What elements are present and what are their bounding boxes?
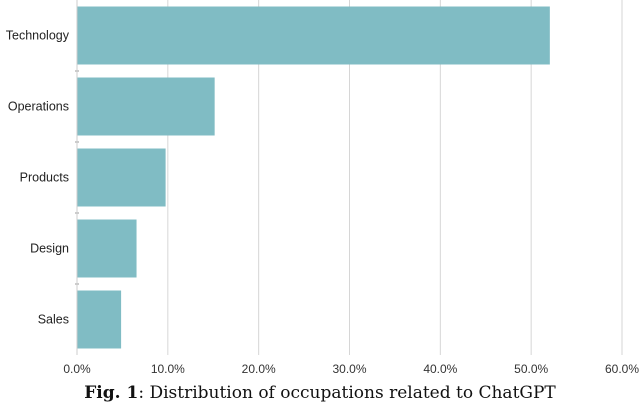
x-tick-label: 60.0% xyxy=(605,362,639,376)
category-labels: Technology Operations Products Design Sales xyxy=(6,29,70,327)
x-tick-label: 0.0% xyxy=(63,362,91,376)
figure-caption: Fig. 1: Distribution of occupations rela… xyxy=(0,383,640,404)
bar-operations xyxy=(77,77,215,136)
caption-text: : Distribution of occupations related to… xyxy=(138,383,556,403)
category-label-sales: Sales xyxy=(38,313,69,327)
category-label-technology: Technology xyxy=(6,29,70,43)
occupation-bar-chart: TechnologyOperationsProductsDesignSales … xyxy=(6,0,639,376)
x-tick-labels: 0.0% 10.0% 20.0% 30.0% 40.0% 50.0% 60.0% xyxy=(63,362,639,376)
x-tick-label: 20.0% xyxy=(242,362,276,376)
bars xyxy=(77,6,550,349)
x-tick-label: 40.0% xyxy=(423,362,457,376)
bar-technology xyxy=(77,6,550,65)
bar-sales xyxy=(77,290,122,349)
bar-design xyxy=(77,219,137,278)
category-label-design: Design xyxy=(30,242,69,256)
caption-lead: Fig. 1 xyxy=(84,383,139,403)
x-tick-label: 30.0% xyxy=(332,362,366,376)
x-tick-label: 50.0% xyxy=(514,362,548,376)
bar-products xyxy=(77,148,166,207)
category-label-operations: Operations xyxy=(8,100,69,114)
category-label-products: Products xyxy=(20,171,69,185)
x-tick-label: 10.0% xyxy=(151,362,185,376)
